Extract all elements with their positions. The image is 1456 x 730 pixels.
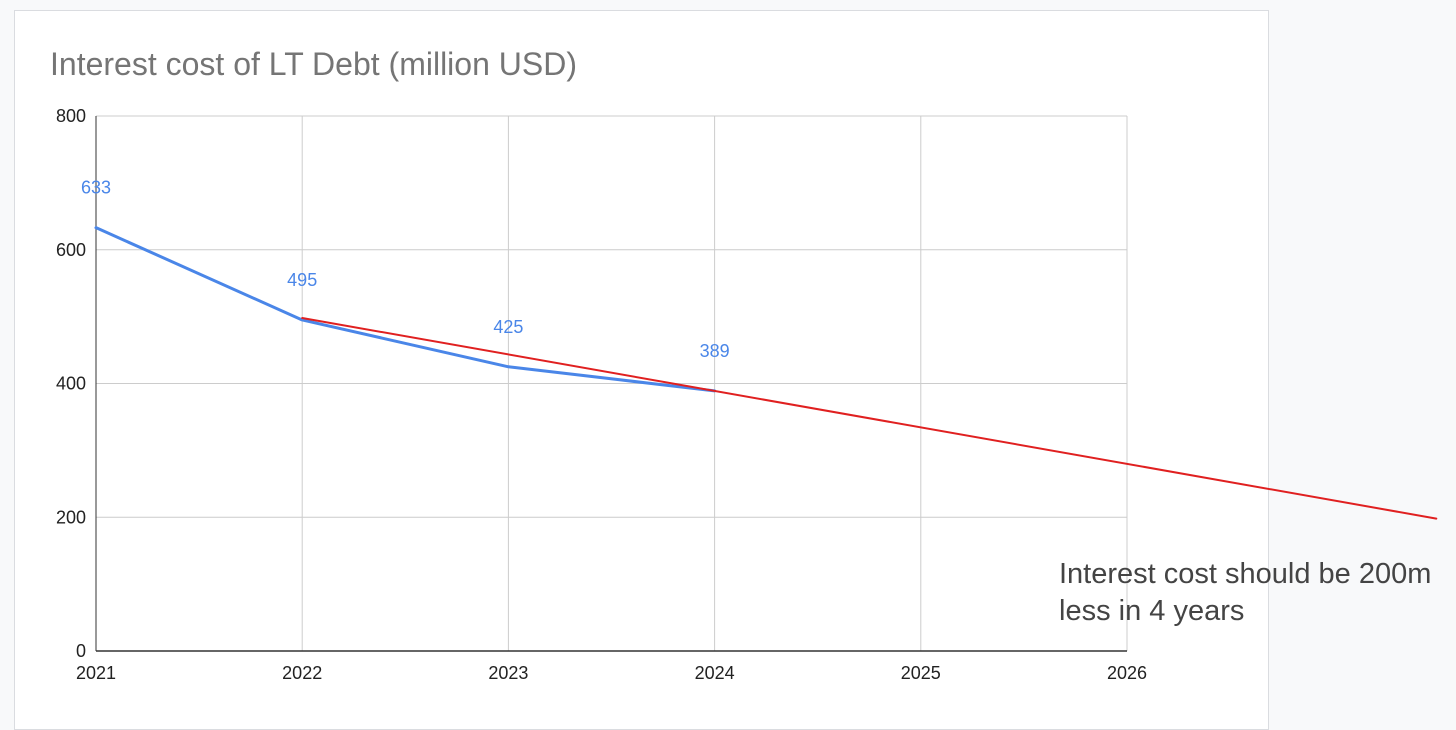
y-tick-label: 600 (56, 240, 86, 260)
x-tick-label: 2025 (901, 663, 941, 683)
series-line-actual (94, 226, 717, 393)
annotation-line-2: less in 4 years (1059, 595, 1244, 627)
y-tick-label: 400 (56, 374, 86, 394)
x-axis: 2021 2022 2023 2024 2025 2026 (76, 650, 1147, 683)
chart: Interest cost of LT Debt (million USD) 2… (50, 46, 1438, 683)
y-tick-label: 0 (76, 641, 86, 661)
series-line-trend (301, 316, 1438, 520)
y-axis: 0 200 400 600 800 (56, 106, 97, 661)
series-layer (94, 226, 1438, 520)
x-tick-label: 2022 (282, 663, 322, 683)
x-tick-label: 2021 (76, 663, 116, 683)
data-label: 425 (493, 317, 523, 337)
x-tick-label: 2023 (488, 663, 528, 683)
gridlines (96, 115, 1128, 651)
annotation-line-1: Interest cost should be 200m (1059, 558, 1431, 590)
y-tick-label: 200 (56, 507, 86, 527)
data-label: 495 (287, 270, 317, 290)
data-label: 633 (81, 178, 111, 198)
x-tick-label: 2026 (1107, 663, 1147, 683)
chart-title: Interest cost of LT Debt (million USD) (50, 46, 577, 82)
y-tick-label: 800 (56, 106, 86, 126)
x-tick-label: 2024 (695, 663, 735, 683)
data-labels: 633 495 425 389 (81, 178, 730, 361)
chart-card (14, 10, 1269, 730)
data-label: 389 (700, 341, 730, 361)
